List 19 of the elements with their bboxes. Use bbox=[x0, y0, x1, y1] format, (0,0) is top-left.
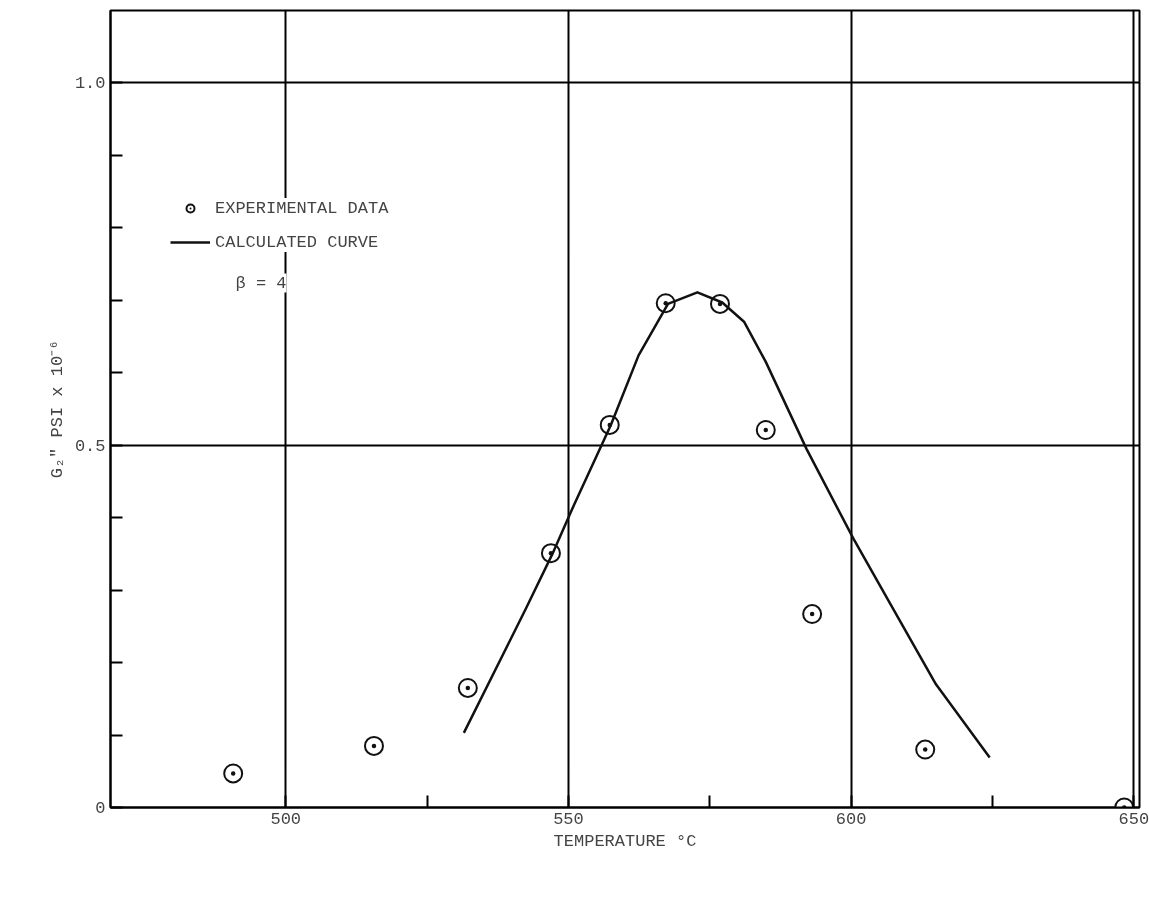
x-axis-title: TEMPERATURE °C bbox=[553, 831, 697, 851]
annotation: β = 4 bbox=[235, 273, 287, 293]
point bbox=[457, 677, 478, 698]
point bbox=[802, 604, 823, 625]
legend-label: EXPERIMENTAL DATA bbox=[215, 198, 389, 218]
y-tick-label: 1.0 bbox=[74, 74, 106, 94]
x-tick-label: 550 bbox=[553, 809, 584, 829]
point bbox=[363, 735, 384, 756]
text: 0.5 bbox=[74, 436, 106, 456]
point bbox=[223, 763, 244, 784]
x-tick-label: 650 bbox=[1118, 809, 1149, 829]
x-tick-label: 600 bbox=[835, 809, 867, 829]
y-axis-title: G₂" PSI x 10⁻⁶ bbox=[47, 339, 67, 479]
point bbox=[915, 739, 936, 760]
x-tick-label: 500 bbox=[270, 809, 302, 829]
y-tick-label: 0 bbox=[95, 799, 106, 818]
point bbox=[755, 420, 776, 440]
legend-label: CALCULATED CURVE bbox=[215, 232, 379, 252]
line-series bbox=[462, 291, 991, 759]
